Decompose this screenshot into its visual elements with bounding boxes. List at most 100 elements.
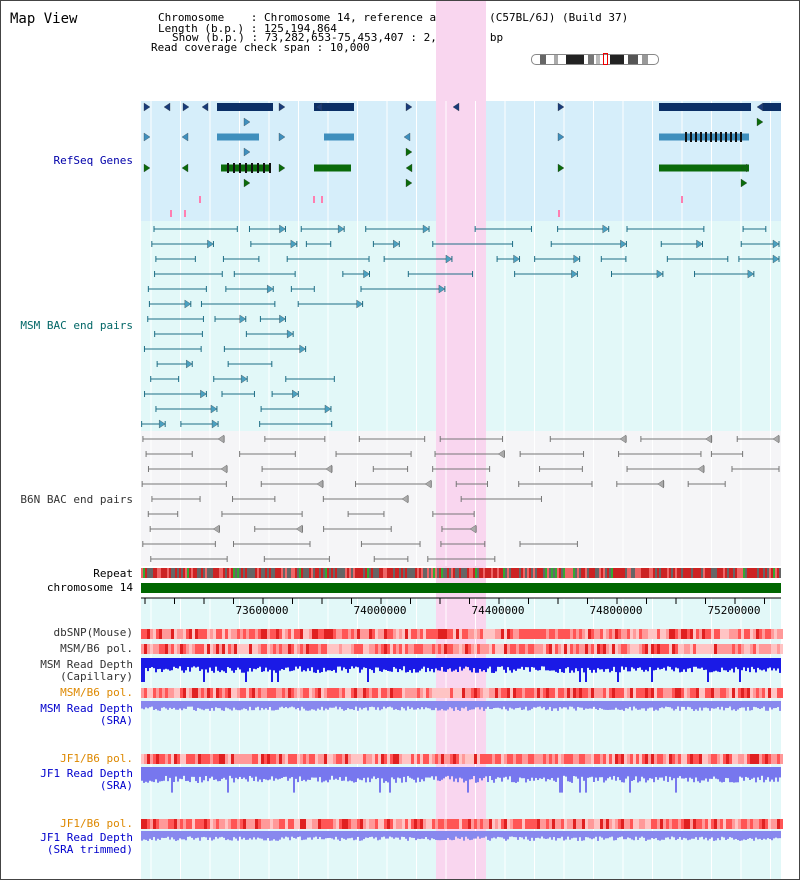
depth-bar [617,701,619,710]
depth-bar [609,658,611,673]
depth-bar [777,767,779,782]
heat-cell [624,629,627,639]
depth-bar [359,767,361,780]
track-label-dbsnp[interactable]: dbSNP(Mouse) [54,627,133,639]
depth-bar [523,831,525,840]
depth-bar [665,701,667,707]
depth-bar [603,767,605,783]
heat-cell [351,644,354,654]
heat-cell [486,819,489,829]
heat-cell [141,754,144,764]
depth-bar [195,701,197,711]
heat-cell [171,644,174,654]
repeat-segment [407,568,409,578]
heat-cell [345,819,348,829]
repeat-segment [369,568,371,578]
heat-cell [480,644,483,654]
repeat-segment [503,568,505,578]
depth-bar [271,767,273,777]
heat-cell [204,754,207,764]
depth-bar [661,701,663,708]
depth-bar [181,767,183,780]
heat-cell [492,819,495,829]
depth-bar [353,658,355,669]
heat-cell [663,819,666,829]
repeat-segment [217,568,219,578]
depth-bar [627,767,629,777]
depth-bar [359,831,361,841]
depth-bar [469,701,471,710]
depth-bar [495,767,497,779]
track-label-jf1-pol-2[interactable]: JF1/B6 pol. [60,818,133,830]
repeat-segment [479,568,481,578]
track-label-msm-depth-sra[interactable]: MSM Read Depth (SRA) [40,703,133,727]
chromosome-ideogram[interactable] [531,54,659,65]
track-label-b6n-bac[interactable]: B6N BAC end pairs [20,494,133,506]
heat-cell [171,688,174,698]
depth-bar [509,831,511,837]
depth-bar [711,701,713,709]
heat-cell [525,629,528,639]
heat-cell [438,644,441,654]
heat-cell [651,644,654,654]
track-label-msm-bac[interactable]: MSM BAC end pairs [20,320,133,332]
depth-bar [579,831,581,838]
track-label-repeat[interactable]: Repeat [93,568,133,580]
heat-cell [735,688,738,698]
heat-cell [327,754,330,764]
depth-bar [553,767,555,781]
heat-cell [741,629,744,639]
heat-cell [699,754,702,764]
repeat-segment [183,568,185,578]
repeat-label: Repeat [93,567,133,580]
depth-bar [669,701,671,708]
heat-cell [273,754,276,764]
heat-cell [558,819,561,829]
track-label-msm-pol-1[interactable]: MSM/B6 pol. [60,643,133,655]
track-label-msm-pol-2[interactable]: MSM/B6 pol. [60,687,133,699]
depth-bar [263,701,265,710]
heat-cell [504,644,507,654]
repeat-segment [621,568,623,578]
depth-bar [419,767,421,782]
depth-bar [397,767,399,778]
heat-cell [663,644,666,654]
depth-bar [451,831,453,841]
heat-cell [732,644,735,654]
track-label-msm-depth-capillary[interactable]: MSM Read Depth (Capillary) [40,659,133,683]
depth-bar [701,658,703,668]
depth-bar [615,767,617,781]
heat-cell [660,629,663,639]
heat-cell [222,688,225,698]
heat-cell [504,688,507,698]
track-label-jf1-pol-1[interactable]: JF1/B6 pol. [60,753,133,765]
depth-bar [505,831,507,841]
heat-cell [276,819,279,829]
heat-cell [468,688,471,698]
depth-bar [769,767,771,782]
repeat-segment [665,568,667,578]
depth-bar [335,658,337,673]
heat-cell [498,754,501,764]
track-label-jf1-depth-trimmed[interactable]: JF1 Read Depth (SRA trimmed) [40,832,133,856]
heat-cell [267,688,270,698]
repeat-segment [763,568,765,578]
depth-bar [669,767,671,777]
heat-cell [498,819,501,829]
track-label-chromosome[interactable]: chromosome 14 [47,582,133,594]
track-label-refseq[interactable]: RefSeq Genes [54,155,133,167]
heat-cell [615,754,618,764]
repeat-segment [293,568,295,578]
depth-bar [279,658,281,671]
repeat-segment [695,568,697,578]
heat-cell [555,629,558,639]
depth-bar [533,658,535,668]
depth-bar [703,831,705,840]
depth-bar [385,767,387,782]
depth-bar [621,658,623,667]
repeat-segment [357,568,359,578]
depth-bar [729,701,731,707]
track-label-jf1-depth-sra[interactable]: JF1 Read Depth (SRA) [40,768,133,792]
